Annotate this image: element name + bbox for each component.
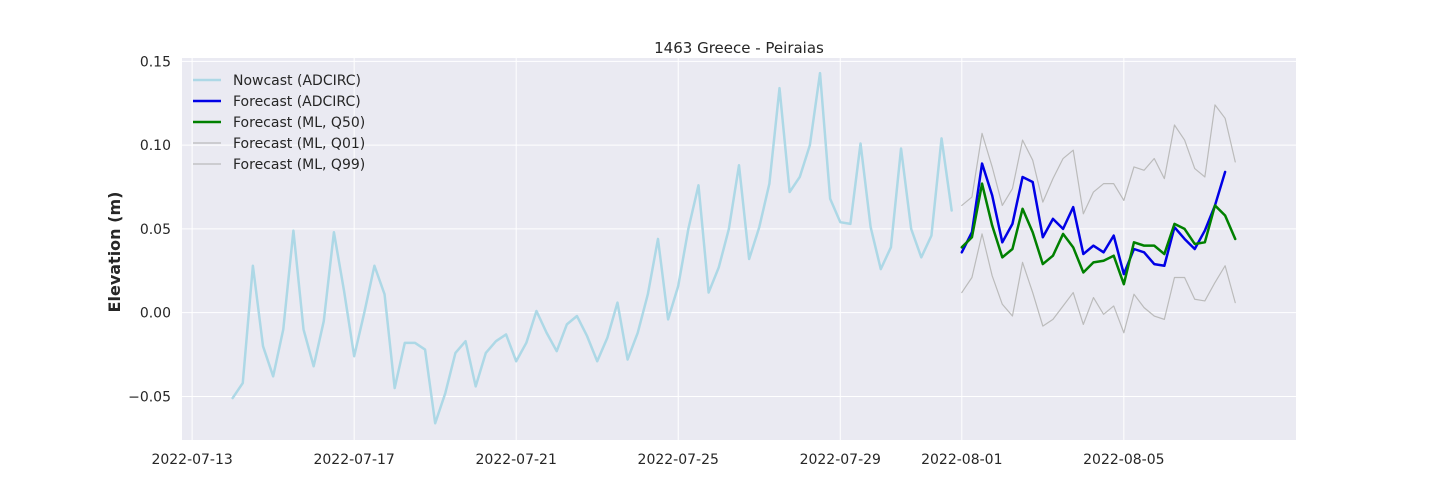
chart-title: 1463 Greece - Peiraias — [654, 39, 824, 57]
legend: Nowcast (ADCIRC) Forecast (ADCIRC) Forecas… — [193, 73, 365, 173]
y-tick-label: 0.10 — [140, 138, 171, 154]
series-line-2 — [960, 162, 1227, 276]
plot-background — [182, 58, 1296, 440]
x-tick-label: 2022-07-13 — [151, 452, 232, 468]
legend-label: Nowcast (ADCIRC) — [233, 73, 361, 89]
y-tick-label: 0.00 — [140, 306, 171, 322]
y-tick-label: 0.15 — [140, 54, 171, 70]
y-tick-label: −0.05 — [128, 389, 171, 405]
x-tick-label: 2022-07-21 — [476, 452, 557, 468]
x-tick-label: 2022-08-05 — [1083, 452, 1164, 468]
legend-label: Forecast (ML, Q01) — [233, 136, 365, 152]
y-tick-label: 0.05 — [140, 222, 171, 238]
y-axis-label: Elevation (m) — [105, 192, 124, 313]
x-tick-label: 2022-07-29 — [800, 452, 881, 468]
legend-label: Forecast (ML, Q99) — [233, 157, 365, 173]
x-axis: 2022-07-13 2022-07-17 2022-07-21 2022-07-25… — [151, 452, 1164, 468]
y-axis: −0.05 0.00 0.05 0.10 0.15 — [128, 54, 171, 405]
series-line-1 — [231, 71, 953, 425]
series-line-5 — [961, 104, 1236, 215]
series-line-4 — [961, 233, 1236, 334]
x-tick-label: 2022-07-25 — [638, 452, 719, 468]
x-tick-label: 2022-08-01 — [921, 452, 1002, 468]
series-layer — [231, 71, 1237, 425]
legend-label: Forecast (ADCIRC) — [233, 94, 361, 110]
grid — [182, 58, 1296, 440]
legend-label: Forecast (ML, Q50) — [233, 115, 365, 131]
x-tick-label: 2022-07-17 — [313, 452, 394, 468]
series-line-3 — [960, 182, 1237, 286]
